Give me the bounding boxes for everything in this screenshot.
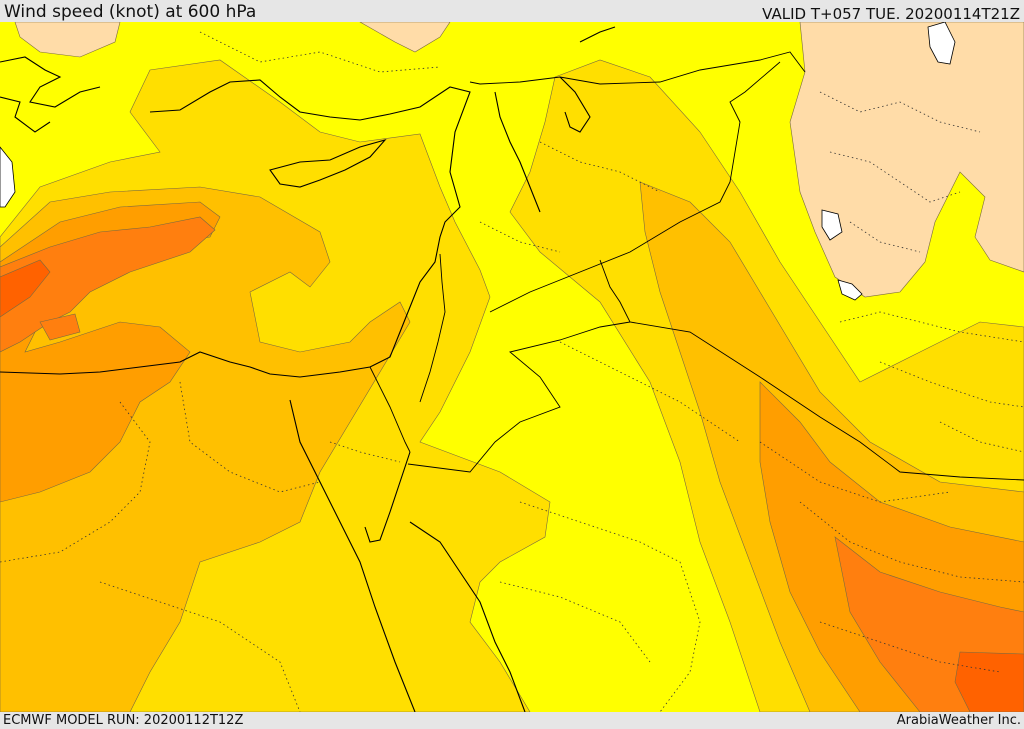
model-run-label: ECMWF MODEL RUN: 20200112T12Z bbox=[3, 713, 244, 728]
speed-band-5-west-pocket bbox=[39, 313, 81, 341]
low-speed-area-aegean bbox=[14, 22, 121, 58]
speed-band-6-west bbox=[0, 259, 51, 318]
speed-band-5-west bbox=[0, 216, 216, 353]
footer-bar: ECMWF MODEL RUN: 20200112T12Z ArabiaWeat… bbox=[0, 712, 1024, 729]
low-speed-area-turkey bbox=[359, 22, 451, 53]
low-speed-area-india bbox=[789, 22, 1024, 298]
wind-speed-map bbox=[0, 22, 1024, 712]
speed-band-6-east bbox=[954, 651, 1024, 712]
map-title: Wind speed (knot) at 600 hPa bbox=[4, 2, 257, 22]
header-bar: Wind speed (knot) at 600 hPa VALID T+057… bbox=[0, 0, 1024, 23]
speed-band-3-west bbox=[0, 186, 411, 712]
caspian-edge-water bbox=[0, 146, 16, 208]
gulf-of-khambhat-water bbox=[821, 209, 843, 241]
country-borders bbox=[369, 51, 1024, 481]
credit-label: ArabiaWeather Inc. bbox=[896, 713, 1021, 728]
valid-time-label: VALID T+057 TUE. 20200114T21Z bbox=[762, 5, 1020, 23]
coast-water bbox=[837, 279, 863, 301]
rann-water-1 bbox=[927, 22, 956, 65]
admin-borders bbox=[0, 31, 1024, 712]
coastlines bbox=[0, 26, 616, 712]
